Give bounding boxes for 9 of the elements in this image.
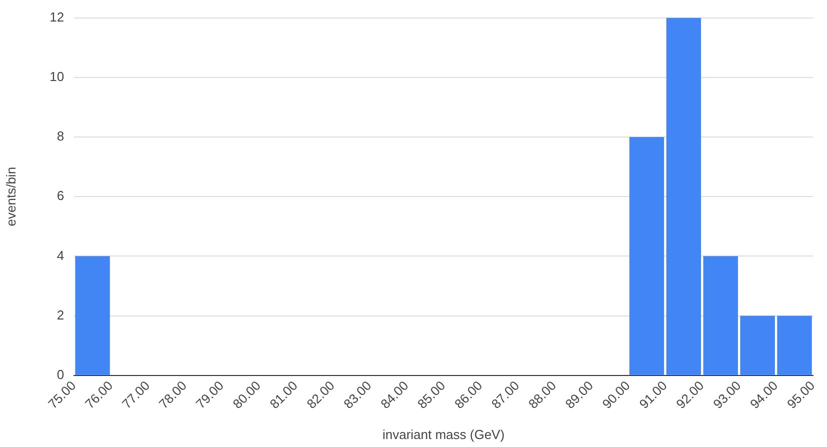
y-tick-label: 0 bbox=[56, 366, 64, 382]
y-tick-label: 8 bbox=[56, 128, 64, 144]
y-tick-label: 6 bbox=[56, 188, 64, 204]
y-tick-label: 10 bbox=[50, 68, 64, 84]
y-tick-label: 12 bbox=[50, 9, 64, 24]
y-axis-title: events/bin bbox=[3, 166, 18, 226]
y-tick-label: 4 bbox=[56, 248, 64, 263]
y-tick-label: 2 bbox=[56, 307, 64, 322]
x-axis-title: invariant mass (GeV) bbox=[382, 426, 505, 442]
